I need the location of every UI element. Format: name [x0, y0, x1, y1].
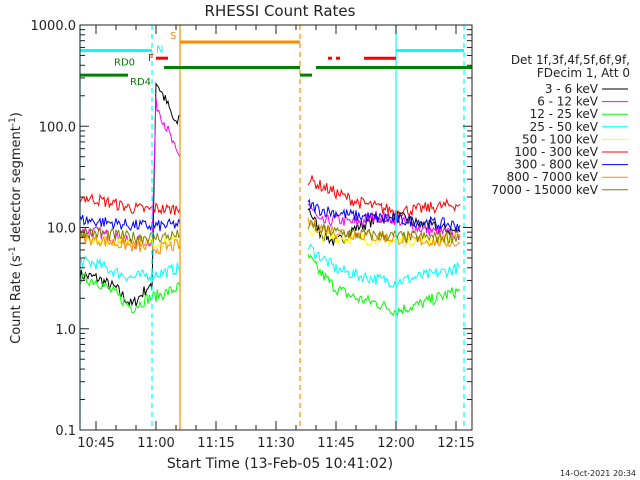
x-tick-label-1: 11:00	[137, 436, 174, 451]
legend-label-8: 7000 - 15000 keV	[491, 183, 598, 197]
series-line-8-0	[79, 227, 181, 246]
series-5	[79, 175, 461, 217]
series-line-5-1	[307, 175, 461, 217]
x-tick-label-0: 10:45	[77, 436, 114, 451]
x-tick-label-6: 12:15	[437, 436, 474, 451]
series-line-6-1	[307, 198, 461, 231]
legend-label-5: 100 - 300 keV	[514, 145, 598, 159]
series-3	[79, 243, 461, 288]
series-2	[79, 253, 461, 318]
y-axis-label-middle: detector segment	[9, 126, 24, 246]
legend-label-7: 800 - 7000 keV	[507, 170, 599, 184]
axes: 0.1 1.0 10.0 100.0 1000.0 10:45 11:00 11:15 11:3…	[31, 19, 475, 451]
y-axis-label: Count Rate (s-1 detector segment-1)	[8, 112, 24, 344]
series-0	[79, 82, 461, 307]
series-line-2-0	[79, 272, 181, 314]
y-axis-label-end: )	[9, 112, 24, 117]
x-tick-label-4: 11:45	[317, 436, 354, 451]
timestamp: 14-Oct-2021 20:34	[560, 469, 636, 478]
y-tick-label-2: 10.0	[47, 222, 76, 237]
series-line-2-1	[307, 253, 461, 318]
y-tick-label-3: 100.0	[39, 120, 76, 135]
flag-label-n: N	[156, 44, 163, 55]
y-tick-label-0: 0.1	[55, 424, 76, 439]
legend-label-2: 12 - 25 keV	[530, 107, 599, 121]
plot-area: NS F RD0 RD4	[79, 25, 472, 430]
series-line-1-1	[307, 203, 461, 241]
series-line-7-0	[79, 233, 181, 255]
series-line-3-0	[79, 255, 181, 283]
legend-label-3: 25 - 50 keV	[530, 120, 599, 134]
flag-label-f: F	[148, 53, 154, 64]
series-line-3-1	[307, 243, 461, 288]
y-axis-label-sup: -1	[8, 246, 18, 255]
y-tick-label-4: 1000.0	[31, 19, 77, 34]
legend-label-6: 300 - 800 keV	[514, 158, 598, 172]
legend-label-0: 3 - 6 keV	[545, 82, 599, 96]
y-axis-label-main: Count Rate (s	[9, 255, 24, 344]
x-axis-label: Start Time (13-Feb-05 10:41:02)	[167, 456, 393, 472]
x-tick-label-2: 11:15	[197, 436, 234, 451]
series-line-0-0	[79, 82, 181, 307]
legend: Det 1f,3f,4f,5f,6f,9f, FDecim 1, Att 0 3…	[491, 53, 630, 197]
flag-label-s: S	[170, 31, 176, 42]
flag-label-rd0: RD0	[114, 58, 135, 69]
series-line-6-0	[79, 214, 181, 232]
x-tick-label-5: 12:00	[377, 436, 414, 451]
series-line-1-0	[79, 96, 181, 250]
legend-label-1: 6 - 12 keV	[537, 95, 599, 109]
series-8	[79, 219, 461, 246]
y-tick-label-1: 1.0	[55, 323, 76, 338]
x-tick-label-3: 11:30	[257, 436, 294, 451]
series-6	[79, 198, 461, 232]
series-line-8-1	[307, 219, 461, 245]
series-line-0-1	[307, 207, 461, 246]
series-line-5-0	[79, 193, 181, 215]
flag-label-rd4: RD4	[130, 77, 151, 88]
legend-header-line-2: FDecim 1, Att 0	[537, 66, 630, 80]
y-axis-label-sup2: -1	[8, 117, 18, 126]
chart-title: RHESSI Count Rates	[205, 2, 356, 20]
legend-header-line-1: Det 1f,3f,4f,5f,6f,9f,	[511, 53, 630, 67]
legend-label-4: 50 - 100 keV	[522, 132, 599, 146]
